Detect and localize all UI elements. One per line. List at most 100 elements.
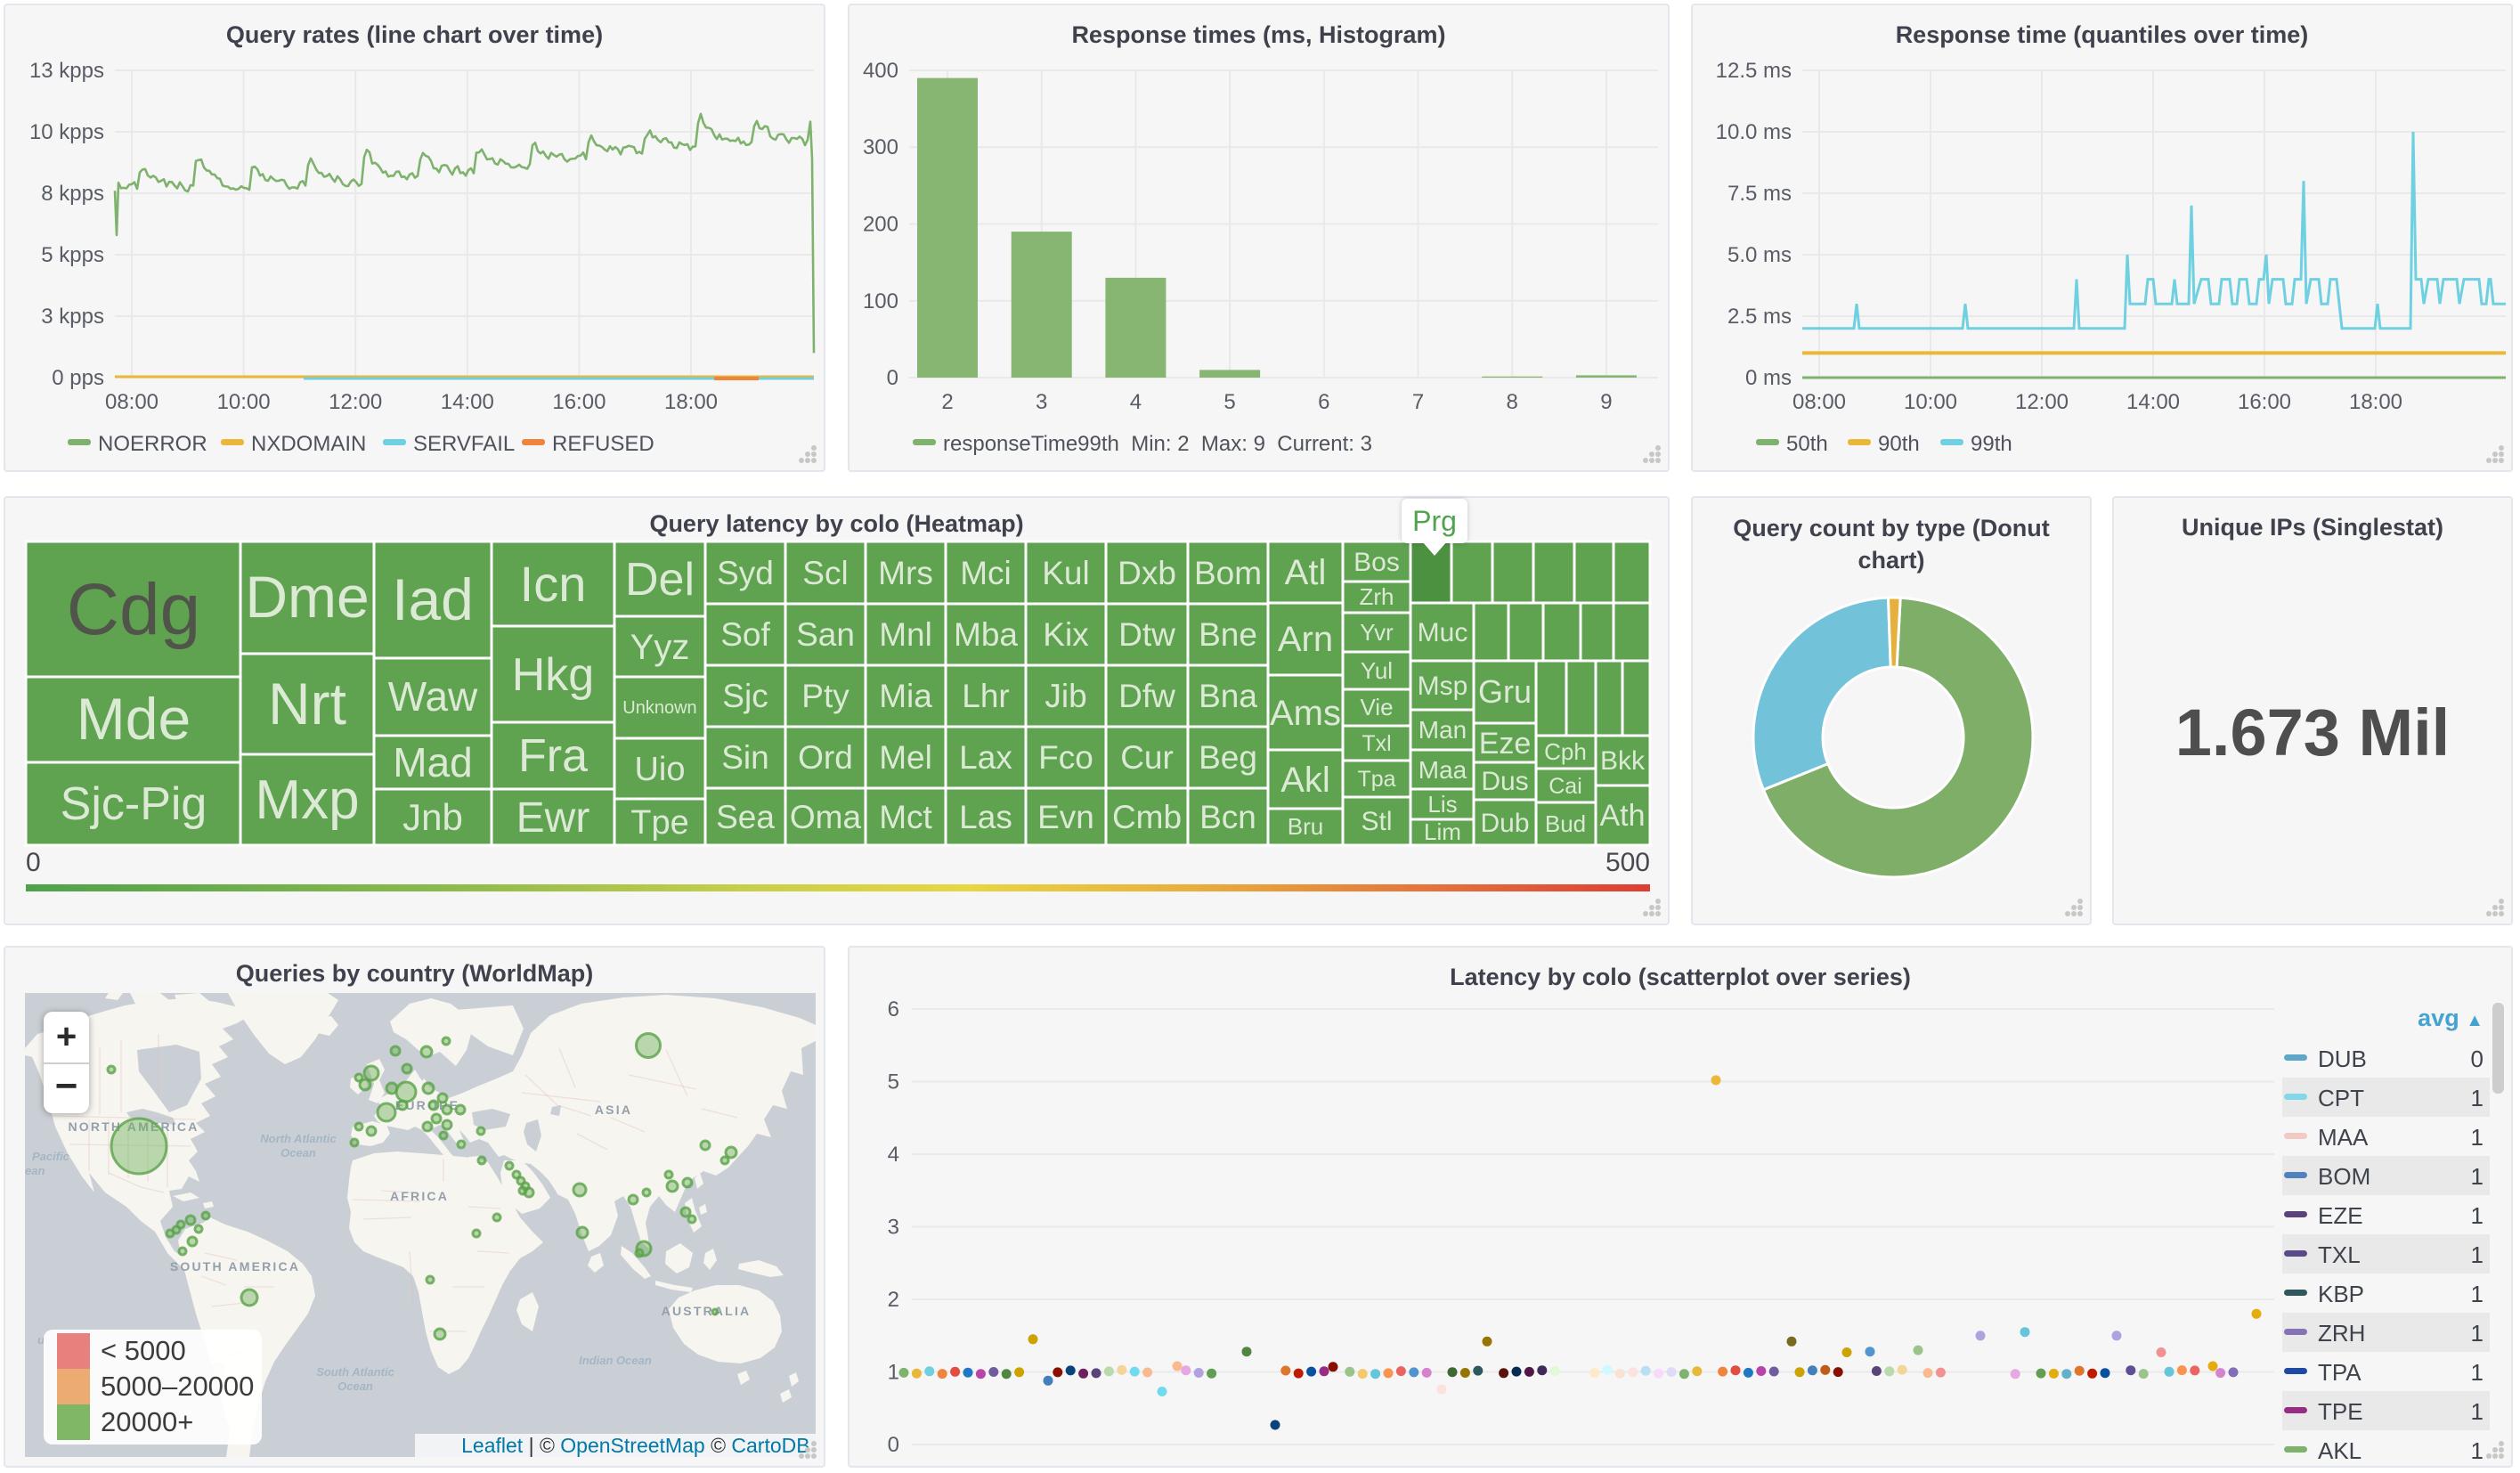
svg-text:Msp: Msp [1418, 671, 1468, 701]
svg-text:1: 1 [888, 1361, 899, 1385]
svg-text:Beg: Beg [1199, 739, 1257, 776]
svg-text:Yvr: Yvr [1360, 619, 1394, 646]
svg-text:0: 0 [888, 1433, 899, 1457]
svg-text:8 kpps: 8 kpps [41, 182, 104, 206]
svg-text:10.0 ms: 10.0 ms [1716, 120, 1792, 144]
svg-text:90th: 90th [1878, 432, 1920, 456]
svg-text:4: 4 [888, 1143, 899, 1167]
svg-text:Cur: Cur [1120, 739, 1174, 776]
svg-text:Jib: Jib [1045, 678, 1086, 714]
svg-text:Ord: Ord [798, 739, 853, 776]
svg-text:Hkg: Hkg [512, 649, 594, 701]
svg-text:10:00: 10:00 [217, 390, 271, 414]
svg-text:Bne: Bne [1199, 616, 1257, 653]
svg-text:Cai: Cai [1549, 774, 1582, 799]
svg-text:ASIA: ASIA [595, 1103, 632, 1117]
svg-text:10 kpps: 10 kpps [29, 120, 104, 144]
svg-text:13 kpps: 13 kpps [29, 59, 104, 83]
svg-text:8: 8 [1507, 390, 1518, 414]
svg-text:Bru: Bru [1288, 813, 1323, 840]
svg-text:Ocean: Ocean [280, 1146, 316, 1160]
svg-text:Mnl: Mnl [879, 616, 932, 653]
svg-text:Bcn: Bcn [1199, 799, 1256, 835]
svg-text:Las: Las [959, 799, 1012, 835]
svg-text:Kix: Kix [1043, 616, 1089, 653]
svg-text:Kul: Kul [1042, 555, 1089, 591]
svg-text:Ams: Ams [1270, 694, 1341, 733]
svg-text:Dfw: Dfw [1118, 678, 1175, 714]
svg-text:4: 4 [1130, 390, 1142, 414]
svg-text:6: 6 [1318, 390, 1329, 414]
svg-text:Gru: Gru [1478, 673, 1532, 710]
svg-text:Bom: Bom [1194, 555, 1262, 591]
svg-text:12:00: 12:00 [2015, 390, 2069, 414]
svg-text:Eze: Eze [1479, 727, 1532, 761]
svg-text:Bud: Bud [1545, 810, 1586, 837]
svg-text:08:00: 08:00 [105, 390, 159, 414]
svg-text:Dxb: Dxb [1118, 555, 1176, 591]
svg-text:Pty: Pty [801, 678, 849, 714]
svg-text:Akl: Akl [1280, 761, 1330, 800]
svg-text:100: 100 [863, 289, 898, 313]
svg-text:300: 300 [863, 135, 898, 159]
svg-text:Man: Man [1419, 716, 1467, 744]
svg-text:Lhr: Lhr [962, 678, 1009, 714]
svg-text:Del: Del [625, 554, 695, 606]
svg-text:NOERROR: NOERROR [98, 432, 207, 456]
svg-text:0 pps: 0 pps [52, 366, 104, 390]
svg-text:Sof: Sof [720, 616, 770, 653]
svg-text:7: 7 [1412, 390, 1424, 414]
svg-text:2.5 ms: 2.5 ms [1727, 305, 1792, 329]
svg-text:7.5 ms: 7.5 ms [1727, 182, 1792, 206]
svg-text:Mba: Mba [954, 616, 1018, 653]
svg-text:Stl: Stl [1361, 807, 1392, 836]
svg-text:12:00: 12:00 [329, 390, 382, 414]
svg-text:Dme: Dme [245, 564, 369, 630]
svg-text:Atl: Atl [1285, 553, 1327, 592]
svg-text:Pacific: Pacific [32, 1150, 70, 1163]
svg-text:Arn: Arn [1278, 620, 1333, 659]
svg-text:50th: 50th [1786, 432, 1828, 456]
svg-text:14:00: 14:00 [441, 390, 494, 414]
svg-text:16:00: 16:00 [2238, 390, 2291, 414]
svg-text:Cph: Cph [1544, 738, 1587, 765]
svg-text:6: 6 [888, 997, 899, 1021]
svg-text:Bos: Bos [1353, 548, 1400, 577]
svg-text:2: 2 [888, 1288, 899, 1312]
svg-text:Mrs: Mrs [878, 555, 933, 591]
svg-text:Lim: Lim [1424, 818, 1461, 845]
svg-text:5: 5 [888, 1070, 899, 1095]
svg-text:Yyz: Yyz [630, 628, 690, 667]
svg-text:9: 9 [1600, 390, 1612, 414]
svg-text:Cdg: Cdg [67, 569, 200, 650]
svg-text:Ath: Ath [1599, 799, 1645, 833]
svg-text:Uio: Uio [634, 751, 685, 788]
svg-text:Mct: Mct [879, 799, 932, 835]
svg-text:Mad: Mad [393, 739, 472, 785]
svg-text:Evn: Evn [1037, 799, 1094, 835]
svg-text:500: 500 [1605, 848, 1650, 877]
svg-text:3: 3 [888, 1216, 899, 1240]
svg-text:0 ms: 0 ms [1745, 366, 1792, 390]
svg-text:Icn: Icn [520, 556, 587, 612]
svg-text:Ewr: Ewr [516, 794, 590, 842]
svg-text:Cmb: Cmb [1112, 799, 1182, 835]
svg-text:Yul: Yul [1361, 657, 1393, 684]
svg-text:5 kpps: 5 kpps [41, 243, 104, 267]
svg-text:0: 0 [26, 848, 41, 877]
svg-text:Unknown: Unknown [622, 698, 696, 718]
svg-text:Oma: Oma [790, 799, 862, 835]
svg-text:3: 3 [1036, 390, 1047, 414]
svg-text:Fco: Fco [1038, 739, 1093, 776]
svg-text:REFUSED: REFUSED [552, 432, 654, 456]
svg-text:16:00: 16:00 [552, 390, 606, 414]
svg-text:NXDOMAIN: NXDOMAIN [251, 432, 366, 456]
svg-text:18:00: 18:00 [664, 390, 718, 414]
svg-text:14:00: 14:00 [2126, 390, 2180, 414]
svg-text:Tpa: Tpa [1357, 767, 1395, 792]
svg-text:Vie: Vie [1360, 694, 1393, 720]
svg-text:Jnb: Jnb [402, 796, 463, 838]
svg-text:200: 200 [863, 213, 898, 237]
svg-text:Zrh: Zrh [1360, 583, 1394, 610]
svg-text:2: 2 [941, 390, 953, 414]
